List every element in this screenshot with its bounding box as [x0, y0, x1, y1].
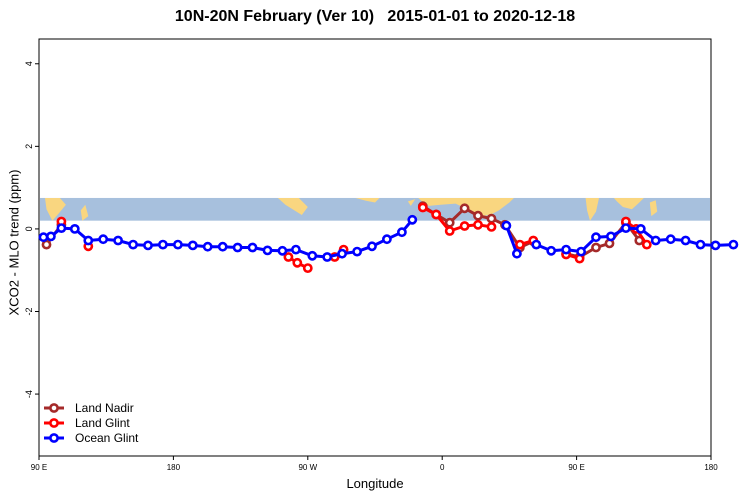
data-point [307, 250, 318, 261]
data-point [417, 202, 428, 213]
map-land-shape [407, 199, 416, 206]
series-line [504, 225, 519, 255]
data-point [41, 239, 52, 250]
y-tick-label: 2 [24, 144, 34, 149]
y-tick-label: -2 [24, 307, 34, 315]
data-point [302, 263, 313, 273]
y-tick-label: 0 [24, 226, 34, 231]
legend-label: Land Nadir [75, 401, 134, 415]
map-land-shape [585, 198, 599, 221]
data-point [232, 242, 243, 253]
data-point [143, 240, 153, 251]
data-point [486, 221, 497, 232]
plot-frame [38, 38, 712, 457]
data-point [172, 239, 183, 250]
data-point [546, 245, 557, 256]
data-point [157, 239, 168, 250]
legend-marker [49, 418, 59, 428]
data-point [459, 203, 470, 214]
x-axis-label: Longitude [346, 476, 404, 491]
data-point [665, 234, 676, 245]
data-point [501, 220, 512, 231]
data-point [46, 231, 56, 242]
data-point [292, 257, 303, 268]
data-point [113, 235, 123, 246]
data-point [444, 226, 455, 236]
data-point [473, 210, 483, 221]
data-point [561, 244, 571, 255]
map-land-shape [277, 198, 308, 215]
y-tick-label: -4 [24, 390, 34, 398]
y-tick-label: 4 [24, 61, 34, 66]
data-point [531, 239, 542, 250]
data-point [247, 242, 258, 253]
data-point [187, 240, 198, 251]
x-tick-label: 0 [440, 463, 445, 472]
x-tick-label: 90 E [31, 463, 47, 472]
map-land-shape [355, 198, 380, 203]
data-point [381, 234, 392, 245]
data-point [83, 235, 94, 246]
legend-label: Ocean Glint [75, 431, 139, 445]
data-point [591, 242, 601, 253]
data-point [680, 235, 691, 246]
legend-marker [49, 403, 59, 413]
data-point [459, 221, 470, 231]
data-point [486, 213, 497, 224]
data-point [322, 252, 333, 262]
x-tick-label: 90 W [298, 463, 317, 472]
data-point [444, 217, 455, 228]
map-land-shape [45, 198, 66, 221]
legend-marker [49, 433, 59, 443]
data-point [337, 248, 347, 259]
data-point [290, 244, 301, 255]
data-point [641, 239, 652, 250]
x-tick-label: 90 E [568, 463, 584, 472]
data-point [606, 231, 616, 242]
data-point [128, 239, 138, 250]
data-point [367, 241, 377, 252]
legend-label: Land Glint [75, 416, 130, 430]
data-point [283, 252, 294, 262]
data-point [635, 223, 646, 234]
x-tick-label: 180 [167, 463, 181, 472]
y-axis-label: XCO2 - MLO trend (ppm) [6, 169, 22, 316]
data-point [695, 239, 706, 250]
data-point [352, 246, 362, 257]
data-point [728, 239, 739, 250]
map-land-shape [80, 204, 89, 221]
map-ocean-band [40, 197, 710, 221]
map-land-shape [649, 200, 658, 217]
data-point [217, 241, 228, 252]
data-point [38, 232, 49, 243]
data-point [710, 240, 721, 251]
data-point [277, 245, 288, 256]
data-point [69, 223, 80, 234]
data-point [576, 246, 586, 257]
data-point [202, 241, 213, 252]
data-point [98, 234, 109, 245]
data-point [621, 223, 631, 233]
data-point [407, 214, 418, 225]
data-point [650, 235, 661, 246]
map-land-shape [613, 198, 644, 210]
data-point [396, 227, 407, 238]
data-point [262, 245, 273, 256]
data-point [431, 209, 442, 220]
x-tick-label: 180 [704, 463, 718, 472]
data-point [591, 232, 601, 243]
data-point [512, 248, 522, 259]
data-point [473, 219, 483, 230]
chart-title: 10N-20N February (Ver 10) 2015-01-01 to … [174, 8, 576, 25]
data-point [515, 239, 525, 250]
data-point [56, 223, 67, 233]
